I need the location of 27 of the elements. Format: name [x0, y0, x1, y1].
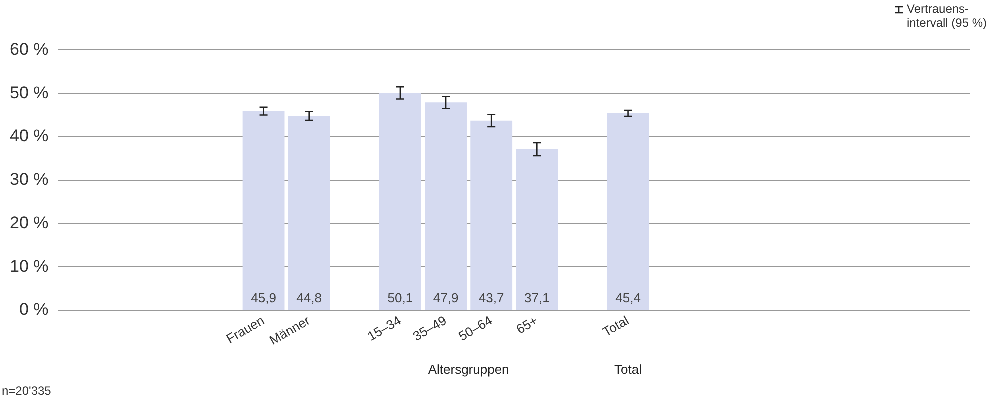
data-label: 45,9: [251, 290, 276, 306]
y-tick-label: 10 %: [10, 256, 49, 276]
y-tick-label: 0 %: [19, 300, 49, 320]
y-tick-label: 50 %: [10, 83, 49, 102]
y-tick-label: 60 %: [10, 40, 49, 59]
text: n=20'335: [2, 384, 52, 398]
data-label: 43,7: [478, 290, 504, 306]
bar: [425, 102, 467, 310]
data-label: 47,9: [433, 290, 459, 306]
y-tick-label: 30 %: [10, 170, 49, 190]
bar: [470, 120, 513, 310]
data-label: 37,1: [524, 290, 550, 306]
y-tick-label: 20 %: [10, 213, 49, 232]
text: Vertrauens-intervall (95 %): [907, 2, 988, 30]
bar: [516, 150, 558, 310]
data-label: 45,4: [616, 290, 641, 306]
data-label: 50,1: [388, 290, 414, 306]
x-tick-label: Total: [600, 312, 632, 340]
text: Altersgruppen: [428, 362, 510, 377]
data-label: 44,8: [296, 290, 322, 306]
bar: [288, 116, 330, 310]
y-tick-label: 40 %: [10, 126, 49, 146]
bar: [242, 111, 285, 310]
bar: [380, 93, 422, 310]
text: Total: [614, 362, 642, 377]
x-tick-label: 65+: [514, 312, 540, 337]
bar: [607, 114, 650, 310]
